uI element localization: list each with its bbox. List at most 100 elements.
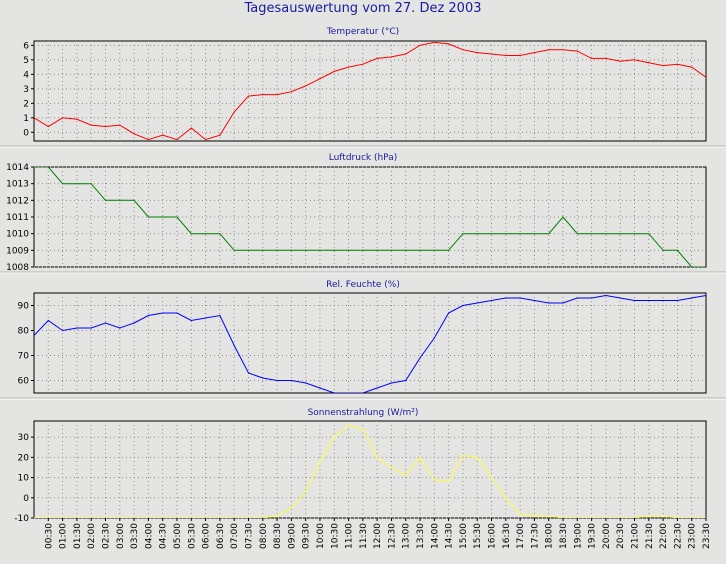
data-point	[576, 517, 578, 518]
data-point	[219, 517, 221, 518]
y-tick-label: 5	[23, 56, 29, 66]
data-point	[505, 497, 507, 499]
y-tick-label: 3	[23, 85, 29, 95]
y-tick-label: 6	[23, 41, 29, 51]
x-tick-label: 23:30	[702, 523, 712, 549]
data-point	[490, 233, 493, 235]
data-point	[462, 304, 464, 307]
data-point	[648, 515, 650, 517]
y-tick-label: 10	[18, 474, 30, 484]
data-point	[204, 233, 207, 235]
data-point	[119, 517, 121, 518]
data-point	[405, 474, 407, 477]
y-tick-label: 1008	[6, 263, 29, 273]
data-point	[676, 249, 679, 251]
x-tick-label: 15:30	[473, 523, 483, 549]
data-point	[333, 70, 335, 73]
x-tick-label: 18:30	[559, 523, 569, 549]
data-point	[147, 138, 149, 141]
data-point	[61, 517, 64, 518]
data-point	[347, 392, 350, 393]
x-tick-label: 21:30	[645, 523, 655, 549]
data-point	[662, 65, 664, 67]
data-point	[605, 294, 607, 297]
data-point	[390, 249, 393, 251]
data-point	[633, 517, 636, 518]
data-point	[262, 377, 264, 379]
data-point	[47, 517, 49, 518]
data-point	[548, 302, 550, 304]
data-point	[319, 249, 321, 251]
data-point	[276, 379, 278, 382]
data-point	[676, 299, 679, 302]
data-point	[419, 44, 421, 46]
data-point	[448, 481, 450, 483]
panel-title: Sonnenstrahlung (W/m²)	[308, 408, 419, 418]
data-point	[691, 517, 693, 518]
data-point	[133, 199, 135, 201]
y-tick-label: 90	[18, 302, 30, 312]
data-point	[233, 249, 235, 251]
data-point	[490, 299, 493, 302]
data-point	[262, 249, 264, 251]
data-point	[576, 50, 578, 52]
y-tick-label: 1010	[6, 230, 29, 240]
data-point	[648, 62, 650, 64]
data-point	[433, 249, 435, 251]
data-point	[405, 379, 407, 382]
y-tick-label: 20	[18, 453, 30, 463]
data-point	[119, 124, 121, 126]
data-point	[147, 517, 149, 518]
x-tick-label: 04:00	[144, 523, 154, 549]
panel-4: Sonnenstrahlung (W/m²) -10 0 10 20 30	[14, 408, 707, 524]
data-point	[419, 249, 421, 251]
data-point	[290, 91, 292, 93]
data-point	[76, 327, 78, 329]
data-point	[519, 233, 521, 235]
data-point	[390, 466, 393, 469]
data-point	[319, 387, 321, 389]
y-tick-label: 2	[23, 99, 29, 109]
y-tick-label: 60	[18, 377, 30, 387]
data-point	[61, 329, 64, 332]
data-point	[61, 117, 64, 119]
data-point	[691, 266, 693, 267]
data-point	[390, 382, 393, 384]
series-line	[34, 294, 706, 393]
x-tick-label: 11:30	[359, 523, 369, 549]
data-point	[333, 436, 335, 438]
data-point	[505, 297, 507, 299]
data-point	[705, 76, 706, 78]
data-point	[76, 183, 78, 185]
data-point	[562, 216, 564, 218]
data-point	[104, 125, 107, 128]
data-point	[433, 337, 435, 339]
series-line	[34, 167, 706, 267]
data-point	[533, 299, 536, 302]
data-point	[133, 133, 135, 135]
x-tick-label: 07:00	[230, 523, 240, 549]
data-point	[47, 319, 49, 322]
data-point	[676, 63, 679, 65]
data-point	[448, 312, 450, 314]
data-point	[362, 392, 364, 393]
data-point	[576, 233, 578, 235]
data-point	[333, 392, 335, 393]
data-point	[204, 517, 207, 518]
data-point	[476, 233, 478, 235]
data-point	[61, 183, 64, 185]
x-tick-label: 04:30	[159, 523, 169, 549]
x-tick-label: 20:30	[616, 523, 626, 549]
data-point	[347, 424, 350, 426]
data-point	[662, 515, 664, 517]
data-point	[476, 456, 478, 458]
data-point	[448, 249, 450, 251]
x-tick-label: 17:30	[530, 523, 540, 549]
data-point	[362, 428, 364, 430]
x-tick-label: 01:30	[73, 523, 83, 549]
data-point	[633, 299, 636, 302]
x-tick-label: 13:30	[416, 523, 426, 549]
x-tick-label: 05:30	[187, 523, 197, 549]
y-tick-label: 1013	[6, 180, 29, 190]
y-tick-label: -10	[14, 514, 29, 524]
